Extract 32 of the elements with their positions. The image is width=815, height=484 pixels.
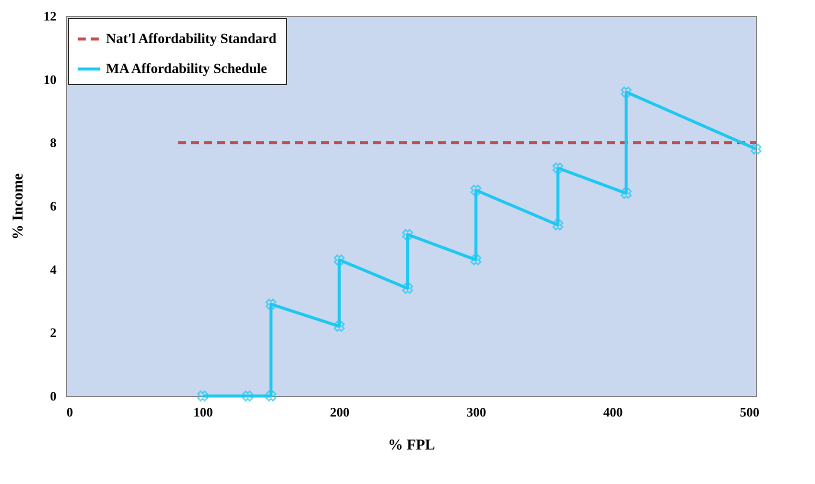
y-tick-label: 10: [44, 72, 56, 87]
point: [197, 390, 208, 402]
point: [334, 320, 345, 332]
x-tick-label: 0: [66, 404, 73, 420]
y-tick-label: 4: [50, 262, 57, 277]
y-tick-label: 6: [50, 198, 57, 214]
point: [620, 188, 632, 199]
point: [552, 162, 564, 174]
y-axis-title: % Income: [10, 173, 26, 240]
x-tick-label: 200: [330, 404, 350, 420]
point: [470, 254, 482, 266]
point: [402, 229, 414, 240]
x-axis-title: % FPL: [388, 438, 436, 454]
legend-label: MA Affordability Schedule: [106, 62, 268, 77]
point: [334, 254, 345, 266]
point: [750, 144, 762, 154]
x-tick-label: 300: [466, 404, 486, 420]
point: [242, 390, 254, 402]
y-tick-label: 8: [50, 135, 57, 150]
point: [266, 390, 276, 402]
x-tick-label: 100: [193, 404, 213, 420]
legend-label: Nat'l Affordability Standard: [106, 32, 277, 47]
point: [266, 298, 276, 310]
x-tick-label: 400: [603, 404, 623, 420]
x-tick-label: 500: [740, 404, 760, 420]
point: [552, 220, 564, 230]
point: [620, 86, 632, 98]
y-tick-label: 0: [50, 388, 56, 404]
y-tick-label: 12: [44, 8, 56, 24]
y-tick-label: 2: [50, 325, 56, 340]
point: [470, 184, 482, 196]
point: [402, 282, 414, 294]
